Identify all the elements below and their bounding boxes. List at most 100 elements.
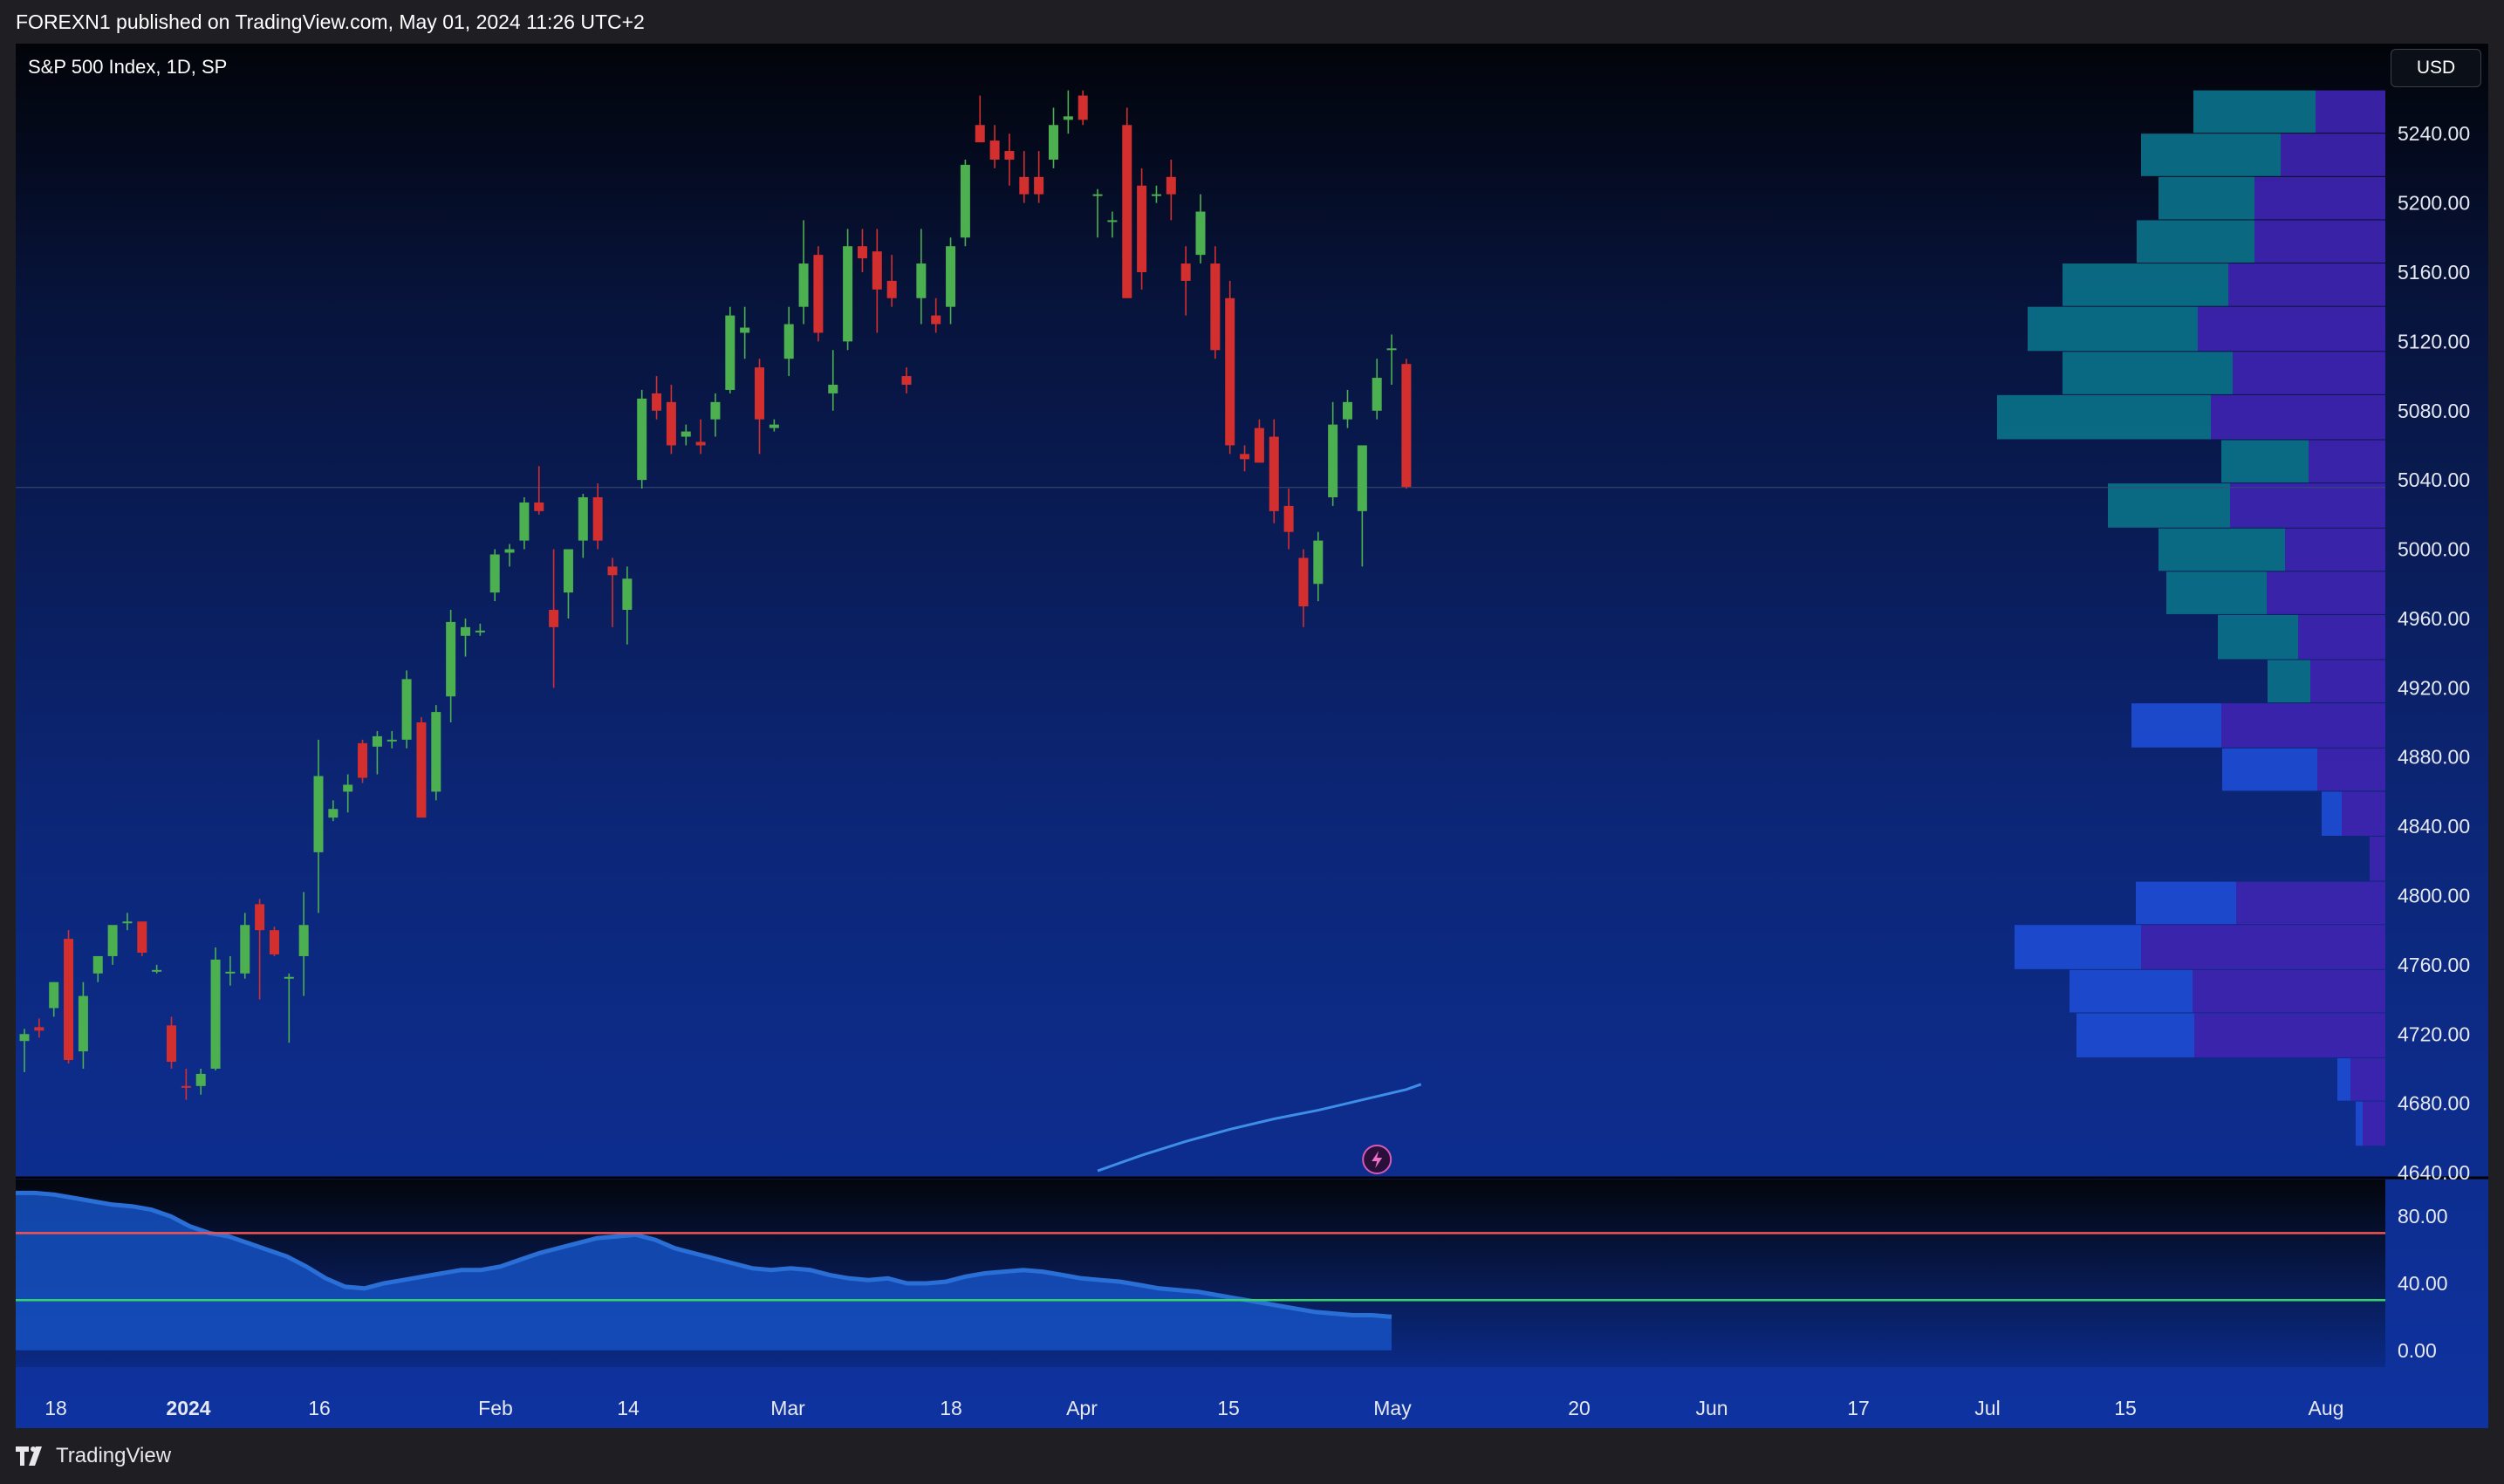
candle[interactable] [872,229,882,333]
candle[interactable] [475,623,485,636]
candle[interactable] [1298,549,1309,627]
candle[interactable] [343,774,353,813]
candle[interactable] [563,549,573,619]
candle[interactable] [828,350,838,411]
candle[interactable] [225,955,236,986]
candle[interactable] [519,497,530,550]
candle[interactable] [975,95,985,143]
candle[interactable] [1328,401,1338,506]
candle[interactable] [240,913,250,979]
candle[interactable] [210,947,221,1070]
candle[interactable] [64,930,74,1064]
candle[interactable] [167,1016,176,1069]
candle[interactable] [92,955,103,982]
candle[interactable] [461,618,470,657]
candle[interactable] [1049,107,1058,168]
candle[interactable] [1357,445,1367,567]
candle[interactable] [122,913,133,931]
candle[interactable] [1240,445,1250,472]
candle[interactable] [813,246,824,342]
candle[interactable] [783,306,794,377]
candle[interactable] [886,255,897,307]
candle[interactable] [755,359,764,455]
candle[interactable] [284,973,294,1043]
candle[interactable] [769,419,779,432]
candle[interactable] [857,229,867,272]
candle[interactable] [1372,359,1382,420]
candle[interactable] [401,670,412,749]
candle[interactable] [1313,531,1324,602]
candle[interactable] [504,544,515,567]
candle[interactable] [269,927,279,956]
candle[interactable] [1386,334,1397,385]
candle[interactable] [387,730,397,749]
candle[interactable] [534,466,544,515]
chart-frame[interactable]: 5280.005240.005200.005160.005120.005080.… [16,44,2488,1428]
candle[interactable] [1078,90,1088,126]
candle[interactable] [843,229,853,351]
candle[interactable] [78,981,88,1069]
candle[interactable] [313,739,324,913]
candle[interactable] [372,730,382,775]
candle[interactable] [1004,133,1015,186]
candle[interactable] [1225,280,1235,455]
candle[interactable] [489,549,500,602]
candle[interactable] [652,376,662,420]
candle[interactable] [446,610,456,723]
candle[interactable] [1092,188,1103,238]
candle[interactable] [578,494,588,558]
candle[interactable] [740,306,750,359]
candle[interactable] [328,800,339,822]
candle[interactable] [358,739,368,783]
candle[interactable] [137,921,147,956]
candle[interactable] [916,229,927,325]
candle[interactable] [49,981,59,1017]
candle[interactable] [666,384,676,455]
candle[interactable] [416,717,427,818]
candle[interactable] [107,925,118,965]
candle[interactable] [1151,185,1161,203]
candle[interactable] [607,557,618,627]
symbol-title[interactable]: S&P 500 Index, 1D, SP [28,56,228,78]
candle[interactable] [19,1029,30,1072]
candle[interactable] [710,393,721,437]
candle[interactable] [1283,489,1294,550]
candle[interactable] [946,237,956,325]
currency-button[interactable]: USD [2391,49,2481,87]
candle[interactable] [901,367,912,393]
candle[interactable] [1269,419,1279,523]
candle[interactable] [431,705,441,801]
candle[interactable] [1254,419,1264,463]
candle[interactable] [695,419,706,455]
candle[interactable] [1107,211,1118,238]
candle[interactable] [592,483,603,550]
candle[interactable] [255,899,265,1000]
chart-canvas[interactable]: 5280.005240.005200.005160.005120.005080.… [16,44,2488,1428]
candle[interactable] [989,125,1000,168]
candle[interactable] [152,964,162,974]
candle[interactable] [1180,246,1191,316]
candle[interactable] [1195,194,1206,264]
candle[interactable] [1063,90,1073,134]
candle[interactable] [181,1068,191,1100]
candle[interactable] [622,566,633,645]
candle[interactable] [1019,151,1030,203]
lightning-icon[interactable] [1362,1145,1392,1174]
candle[interactable] [1210,246,1221,359]
candle[interactable] [1122,107,1132,298]
candle[interactable] [1343,389,1352,428]
candle[interactable] [637,389,647,489]
candle[interactable] [1137,168,1147,290]
candle[interactable] [34,1018,44,1038]
candle[interactable] [298,892,309,996]
candle[interactable] [681,424,691,446]
candle[interactable] [725,306,735,393]
candle[interactable] [549,549,559,688]
candle[interactable] [960,159,970,247]
candle[interactable] [798,220,809,325]
candle[interactable] [1401,359,1412,489]
footer-brand[interactable]: TradingView [16,1441,171,1471]
candle[interactable] [195,1068,206,1095]
candle[interactable] [1034,151,1044,203]
candle[interactable] [1166,159,1176,221]
